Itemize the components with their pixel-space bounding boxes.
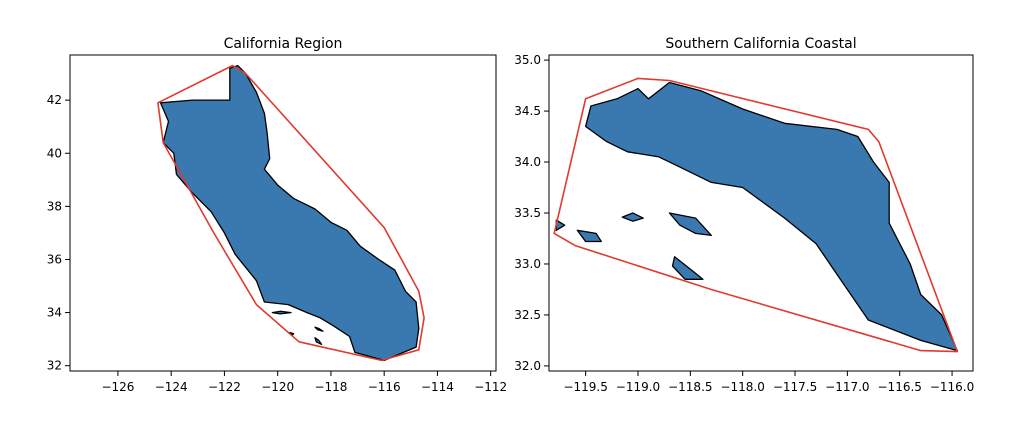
y-tick-label: 33.5 (514, 206, 541, 220)
y-tick-label: 42 (47, 93, 62, 107)
y-tick-label: 34.5 (514, 104, 541, 118)
x-tick-label: −116.5 (878, 380, 922, 394)
x-tick-label: −116.0 (930, 380, 974, 394)
convex-hull-outline (157, 64, 425, 362)
x-tick-label: −120 (261, 380, 294, 394)
x-tick-label: −119.5 (563, 380, 607, 394)
y-tick-label: 38 (47, 199, 62, 213)
x-tick-label: −117.0 (825, 380, 869, 394)
x-tick-label: −117.5 (773, 380, 817, 394)
land-island-1 (271, 310, 292, 315)
chart-title: California Region (224, 36, 343, 52)
x-tick-label: −122 (208, 380, 241, 394)
x-tick-label: −116 (368, 380, 401, 394)
x-tick-label: −118.5 (668, 380, 712, 394)
land-island-4 (576, 229, 602, 243)
y-tick-label: 35.0 (514, 53, 541, 67)
y-tick-label: 34.0 (514, 155, 541, 169)
southern-california-coastal-map: −119.5 −119.0 −118.5 −118.0 −117.5 −117.0 −116… (514, 36, 974, 394)
x-tick-label: −114 (421, 380, 454, 394)
y-tick-label: 40 (47, 146, 62, 160)
axes-frame (69, 54, 497, 372)
y-tick-label: 34 (47, 306, 62, 320)
land-island-2 (314, 326, 324, 332)
x-tick-label: −118.0 (720, 380, 764, 394)
map-shapes (553, 77, 959, 353)
land-mainland (584, 81, 958, 352)
x-tick-label: −118 (314, 380, 347, 394)
y-tick-label: 32 (47, 359, 62, 373)
x-tick-label: −124 (155, 380, 188, 394)
map-shapes (157, 64, 425, 362)
california-region-map: −126 −124 −122 −120 −118 −116 −114 −112 32 34 36 38… (47, 36, 507, 394)
x-tick-label: −112 (474, 380, 507, 394)
y-tick-label: 33.0 (514, 257, 541, 271)
x-tick-label: −126 (101, 380, 134, 394)
land-island-3 (314, 337, 323, 346)
land-island-2 (668, 212, 712, 237)
land-mainland (159, 64, 420, 362)
y-tick-label: 32.0 (514, 359, 541, 373)
land-island-1 (621, 212, 644, 222)
land-island-3 (671, 256, 704, 280)
x-tick-label: −119.0 (616, 380, 660, 394)
chart-title: Southern California Coastal (665, 36, 856, 52)
y-tick-label: 36 (47, 252, 62, 266)
y-tick-label: 32.5 (514, 308, 541, 322)
convex-hull-outline (553, 77, 959, 353)
